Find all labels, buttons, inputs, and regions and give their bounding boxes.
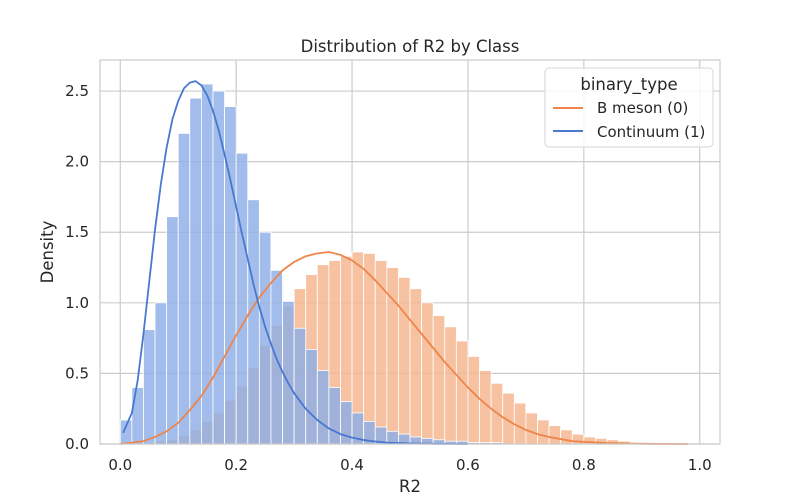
bar-b-meson [467,356,480,445]
bar-b-meson [537,419,550,445]
kde-curves [120,80,689,445]
bar-continuum [166,216,179,445]
y-tick-label: 0.0 [65,435,89,453]
bar-continuum [201,83,214,445]
legend: binary_type B meson (0) Continuum (1) [544,67,714,148]
bar-continuum [119,419,133,445]
x-tick-label: 0.2 [224,456,248,474]
legend-label-b-meson: B meson (0) [597,99,688,117]
bar-b-meson [444,326,457,445]
bar-continuum [293,327,307,445]
y-tick-label: 2.5 [65,82,89,100]
y-tick-label: 2.0 [65,153,89,171]
bar-continuum [224,106,237,445]
bar-continuum [247,199,260,445]
legend-box [544,67,714,148]
legend-title: binary_type [580,75,677,95]
x-tick-label: 0.0 [108,456,132,474]
y-axis-ticks: 0.0 0.5 1.0 1.5 2.0 2.5 [65,82,89,453]
bar-continuum [282,301,295,445]
bar-continuum [189,97,202,445]
bar-continuum [177,133,191,445]
y-axis-label: Density [38,220,57,283]
bar-b-meson [398,277,411,445]
bar-b-meson [409,288,422,445]
bar-continuum [316,370,330,445]
bar-b-meson [513,402,527,445]
x-tick-label: 1.0 [688,456,712,474]
bar-b-meson [363,253,376,445]
kde-line-continuum [122,80,468,445]
bar-continuum [143,329,156,445]
bar-b-meson [432,315,446,445]
chart-title: Distribution of R2 by Class [301,37,520,56]
x-tick-label: 0.6 [456,456,480,474]
bar-b-meson [374,260,388,445]
x-axis-label: R2 [399,477,421,496]
bar-continuum [235,152,249,445]
bar-b-meson [455,340,469,445]
bar-b-meson [421,302,434,445]
x-tick-label: 0.4 [340,456,364,474]
y-tick-label: 1.0 [65,294,89,312]
bar-continuum [154,302,168,445]
bar-continuum [305,349,318,445]
legend-label-continuum: Continuum (1) [597,123,705,141]
bar-continuum [328,387,341,445]
y-tick-label: 1.5 [65,223,89,241]
bar-b-meson [548,425,562,445]
bar-b-meson [525,412,538,445]
x-axis-ticks: 0.0 0.2 0.4 0.6 0.8 1.0 [108,456,711,474]
bar-continuum [131,387,144,445]
kde-line-b-meson [120,251,689,445]
x-tick-label: 0.8 [572,456,596,474]
bar-b-meson [560,429,573,445]
y-tick-label: 0.5 [65,364,89,382]
histogram-bars [119,83,654,445]
plot-frame [99,59,721,445]
